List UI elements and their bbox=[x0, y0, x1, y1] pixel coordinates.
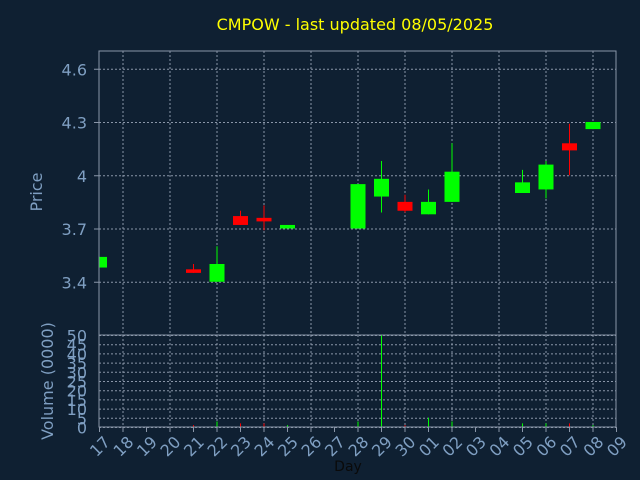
volume-axis-label: Volume (0000) bbox=[38, 322, 57, 440]
volume-tick-label: 40 bbox=[67, 345, 87, 364]
volume-grid bbox=[99, 335, 616, 428]
candle-body bbox=[538, 164, 554, 190]
volume-tick-label: 30 bbox=[67, 363, 87, 382]
price-tick-label: 3.7 bbox=[62, 220, 87, 239]
volume-bars bbox=[193, 335, 594, 427]
price-tick-label: 4.3 bbox=[62, 114, 87, 133]
volume-tick-label: 0 bbox=[77, 419, 87, 438]
price-y-ticks: 3.4 3.7 4 4.3 4.6 bbox=[62, 60, 99, 292]
candle-body bbox=[562, 143, 577, 151]
price-panel: 3.4 3.7 4 4.3 4.6 Price bbox=[27, 50, 617, 336]
candle-body bbox=[585, 122, 601, 130]
candle-body bbox=[397, 201, 413, 211]
candles bbox=[99, 122, 601, 282]
candle-body bbox=[444, 171, 460, 202]
price-axis-label: Price bbox=[27, 172, 46, 211]
candle-body bbox=[233, 216, 248, 225]
volume-tick-label: 25 bbox=[67, 373, 87, 392]
chart-title: CMPOW - last updated 08/05/2025 bbox=[217, 15, 494, 34]
price-tick-label: 4.6 bbox=[62, 60, 87, 79]
volume-tick-label: 50 bbox=[67, 327, 87, 346]
candle-body bbox=[99, 256, 107, 268]
price-tick-label: 4 bbox=[77, 167, 87, 186]
volume-tick-label: 10 bbox=[67, 400, 87, 419]
candle-body bbox=[280, 224, 295, 229]
volume-tick-label: 35 bbox=[67, 354, 87, 373]
candle-body bbox=[515, 182, 530, 193]
candle-body bbox=[209, 264, 225, 282]
volume-tick-label: 45 bbox=[67, 336, 87, 355]
candle-body bbox=[350, 184, 366, 229]
x-axis-label: Day bbox=[334, 459, 362, 475]
volume-tick-label: 20 bbox=[67, 382, 87, 401]
price-tick-label: 3.4 bbox=[62, 273, 87, 292]
candle-body bbox=[421, 201, 436, 215]
volume-tick-label: 15 bbox=[67, 391, 87, 410]
candle-body bbox=[186, 269, 201, 273]
price-grid bbox=[99, 51, 616, 335]
candle-body bbox=[374, 178, 389, 197]
candle-body bbox=[256, 217, 272, 222]
volume-tick-label: 5 bbox=[77, 409, 87, 428]
